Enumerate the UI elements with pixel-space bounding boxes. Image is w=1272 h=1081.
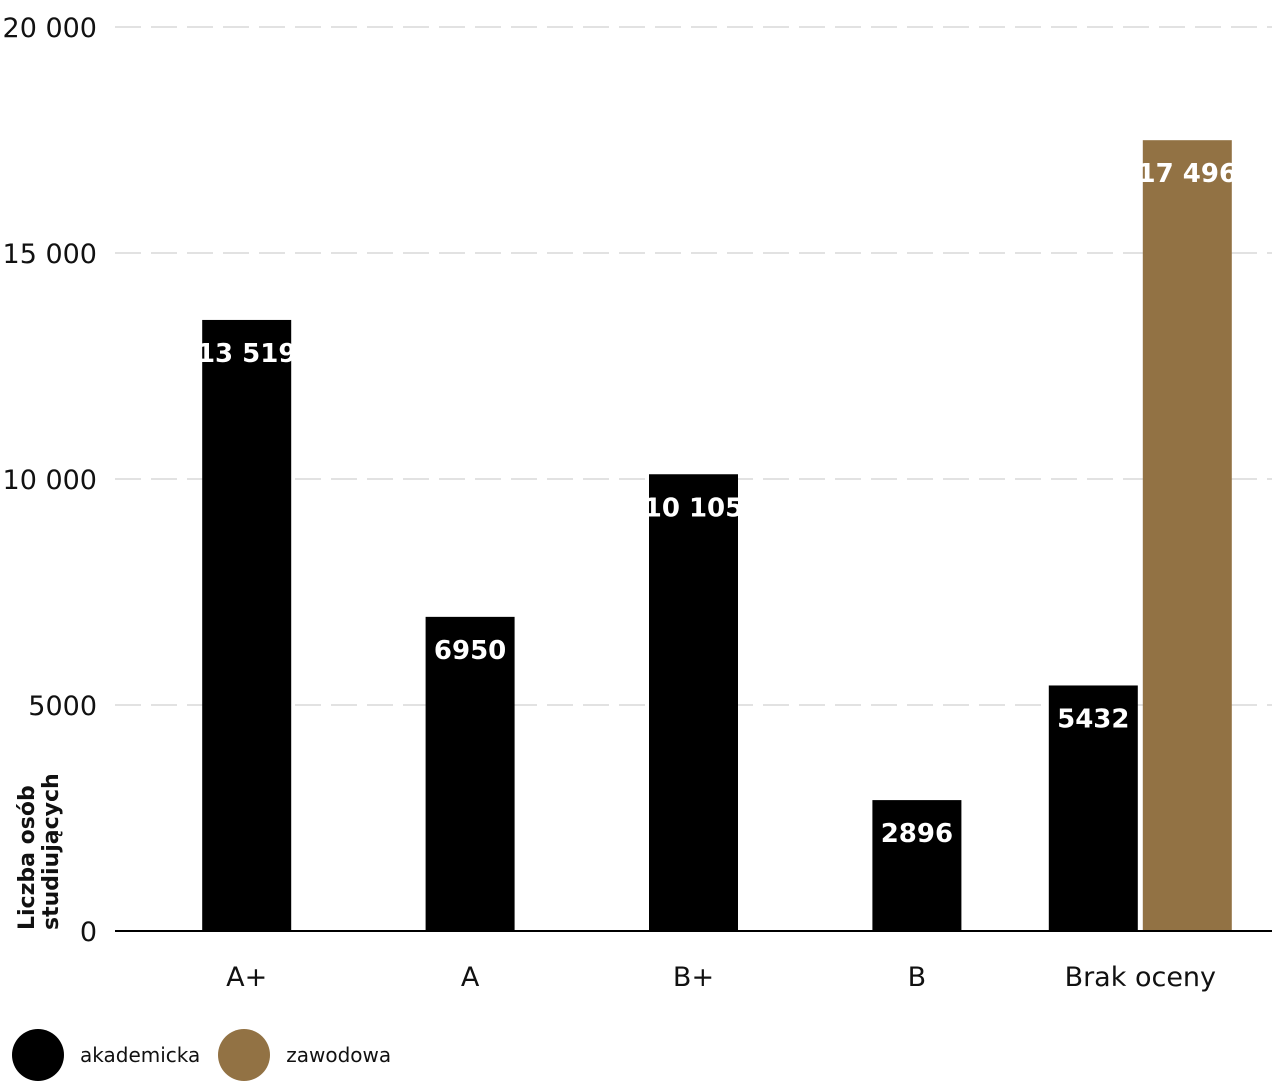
bar-chart: 0 5000 10 000 15 000 20 000 13 519 6950 10 105… bbox=[3, 13, 1272, 993]
value-label: 2896 bbox=[881, 819, 953, 849]
y-tick-label: 10 000 bbox=[3, 465, 97, 496]
bar-akademicka-b bbox=[872, 800, 962, 931]
bar-akademicka-brak-oceny bbox=[1048, 685, 1138, 931]
bars: 13 519 6950 10 105 2896 5432 17 496 bbox=[197, 140, 1238, 932]
category-label: A+ bbox=[226, 962, 267, 993]
y-tick-label: 20 000 bbox=[3, 13, 97, 44]
y-tick-label: 5000 bbox=[28, 691, 97, 722]
bar-akademicka-b- bbox=[649, 474, 738, 931]
legend: akademicka zawodowa bbox=[12, 1029, 409, 1081]
y-axis-label-line: Liczba osób bbox=[15, 785, 40, 930]
value-label: 6950 bbox=[434, 636, 506, 666]
bar-akademicka-a- bbox=[202, 319, 292, 932]
y-axis-label: Liczba osóbstudiujących bbox=[15, 773, 64, 930]
legend-label: zawodowa bbox=[286, 1043, 392, 1067]
y-tick-label: 15 000 bbox=[3, 239, 97, 270]
legend-swatch bbox=[218, 1029, 271, 1081]
category-label: A bbox=[461, 962, 480, 993]
bar-akademicka-a bbox=[425, 616, 515, 931]
legend-swatch bbox=[12, 1029, 64, 1081]
y-axis-ticks: 0 5000 10 000 15 000 20 000 bbox=[3, 13, 97, 948]
legend-label: akademicka bbox=[80, 1043, 201, 1067]
value-label: 17 496 bbox=[1138, 159, 1238, 189]
category-labels: A+ A B+ B Brak oceny bbox=[226, 962, 1216, 993]
category-label: B bbox=[908, 962, 927, 993]
legend-item-akademicka: akademicka bbox=[12, 1029, 200, 1081]
value-label: 10 105 bbox=[644, 493, 744, 523]
category-label: Brak oceny bbox=[1065, 962, 1216, 993]
value-label: 5432 bbox=[1057, 704, 1129, 734]
category-label: B+ bbox=[673, 962, 714, 993]
value-label: 13 519 bbox=[197, 339, 297, 369]
y-tick-label: 0 bbox=[80, 917, 97, 948]
y-axis-label-line: studiujących bbox=[39, 773, 64, 930]
bar-zawodowa-brak-oceny bbox=[1142, 140, 1232, 932]
legend-item-zawodowa: zawodowa bbox=[218, 1029, 391, 1081]
